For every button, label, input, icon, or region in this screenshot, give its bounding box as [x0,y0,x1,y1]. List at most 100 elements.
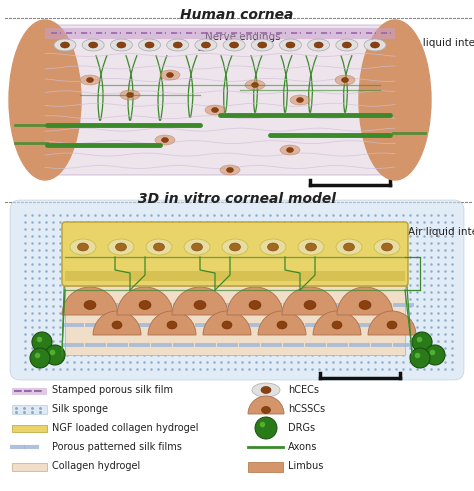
Ellipse shape [359,20,431,180]
Bar [12,425,47,432]
Ellipse shape [286,42,295,48]
Text: hCECs: hCECs [288,385,319,395]
Ellipse shape [160,70,180,80]
Ellipse shape [167,39,189,51]
Ellipse shape [139,300,151,309]
Ellipse shape [205,105,225,115]
Wedge shape [368,311,416,335]
Ellipse shape [277,321,287,329]
Ellipse shape [260,239,286,255]
Ellipse shape [184,239,210,255]
Ellipse shape [308,39,329,51]
Ellipse shape [229,42,238,48]
Bar [65,280,405,287]
Ellipse shape [167,321,177,329]
Ellipse shape [166,73,173,78]
Ellipse shape [82,39,104,51]
Ellipse shape [80,75,100,85]
Bar [248,462,283,472]
Ellipse shape [162,137,168,142]
Ellipse shape [387,321,397,329]
Ellipse shape [229,243,240,251]
Text: Nerve endings: Nerve endings [199,32,281,51]
Ellipse shape [195,39,217,51]
FancyBboxPatch shape [62,222,408,286]
Ellipse shape [138,39,161,51]
Ellipse shape [110,39,132,51]
Circle shape [412,332,432,352]
Ellipse shape [120,90,140,100]
Ellipse shape [374,239,400,255]
Text: Air liquid interface: Air liquid interface [408,227,474,237]
Ellipse shape [286,147,293,153]
Ellipse shape [280,39,301,51]
Ellipse shape [146,239,172,255]
Ellipse shape [220,165,240,175]
Ellipse shape [280,145,300,155]
Ellipse shape [332,321,342,329]
Ellipse shape [89,42,98,48]
Circle shape [45,345,65,365]
Ellipse shape [222,239,248,255]
Ellipse shape [84,300,96,309]
Ellipse shape [306,243,317,251]
FancyBboxPatch shape [10,200,464,380]
Text: Stamped porous silk film: Stamped porous silk film [52,385,173,395]
Ellipse shape [112,321,122,329]
Ellipse shape [145,42,154,48]
Text: Limbus: Limbus [288,461,323,471]
Text: Axons: Axons [288,442,318,452]
Text: Collagen hydrogel: Collagen hydrogel [52,461,140,471]
Ellipse shape [267,243,279,251]
Ellipse shape [314,42,323,48]
Wedge shape [117,287,173,315]
Ellipse shape [78,243,89,251]
Wedge shape [258,311,306,335]
Ellipse shape [9,20,81,180]
Circle shape [255,417,277,439]
Ellipse shape [223,39,245,51]
Ellipse shape [108,239,134,255]
Ellipse shape [154,243,164,251]
Text: 3D in vitro corneal model: 3D in vitro corneal model [138,192,336,206]
Wedge shape [62,287,118,315]
Wedge shape [227,287,283,315]
Ellipse shape [194,300,206,309]
Ellipse shape [344,243,355,251]
Ellipse shape [258,42,267,48]
FancyBboxPatch shape [45,25,395,175]
Text: Silk sponge: Silk sponge [52,404,108,414]
Circle shape [30,348,50,368]
Ellipse shape [222,321,232,329]
Wedge shape [248,396,284,414]
Wedge shape [172,287,228,315]
Ellipse shape [364,39,386,51]
Circle shape [410,348,430,368]
Ellipse shape [211,108,219,112]
Ellipse shape [304,300,316,309]
Ellipse shape [251,39,273,51]
Wedge shape [203,311,251,335]
FancyBboxPatch shape [65,285,405,355]
Bar [12,405,47,414]
Ellipse shape [342,42,351,48]
Ellipse shape [261,386,271,393]
Ellipse shape [336,239,362,255]
Ellipse shape [86,78,93,82]
Text: Porous patterned silk films: Porous patterned silk films [52,442,182,452]
Ellipse shape [117,42,126,48]
Ellipse shape [336,39,358,51]
Text: Nerve endings: Nerve endings [177,229,253,251]
Text: Human cornea: Human cornea [180,8,294,22]
Ellipse shape [371,42,380,48]
Ellipse shape [262,407,271,413]
Ellipse shape [252,82,258,87]
Ellipse shape [335,75,355,85]
Bar [12,388,47,395]
Text: hCSSCs: hCSSCs [288,404,325,414]
Ellipse shape [201,42,210,48]
Ellipse shape [54,39,76,51]
Ellipse shape [341,78,348,82]
Wedge shape [337,287,393,315]
Wedge shape [148,311,196,335]
